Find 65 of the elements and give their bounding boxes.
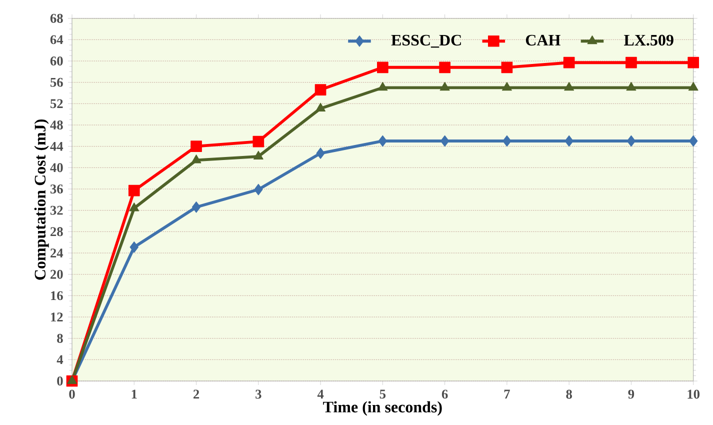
y-axis-title: Computation Cost (mJ)	[34, 120, 49, 280]
y-tick-label: 20	[50, 270, 63, 279]
x-tick-label: 2	[194, 390, 200, 399]
y-tick-label: 12	[51, 312, 63, 322]
point	[440, 135, 450, 147]
point	[316, 148, 325, 159]
point	[316, 102, 326, 112]
y-tick-label: 44	[50, 142, 64, 151]
point	[564, 82, 574, 91]
point	[564, 135, 574, 147]
point	[254, 184, 263, 196]
y-tick-label: 64	[50, 35, 64, 44]
point	[502, 82, 512, 91]
legend-label: ESSC_DC	[391, 34, 461, 48]
x-tick-label: 9	[628, 390, 634, 399]
x-tick-label: 7	[504, 390, 510, 398]
point	[563, 56, 575, 68]
x-tick-label: 6	[442, 390, 448, 399]
y-tick-label: 32	[50, 206, 63, 215]
x-tick-label: 10	[688, 390, 700, 399]
point	[314, 84, 326, 96]
y-tick-label: 60	[50, 56, 63, 66]
y-tick-label: 0	[57, 376, 63, 386]
point	[191, 154, 202, 164]
x-tick-label: 5	[380, 390, 386, 399]
y-tick-label: 52	[50, 99, 63, 108]
point	[688, 56, 700, 68]
legend-label: LX.509	[624, 34, 674, 46]
point	[688, 82, 698, 91]
y-tick-label: 68	[50, 14, 63, 23]
y-tick-label: 56	[50, 78, 63, 87]
x-tick-label: 8	[566, 390, 572, 399]
point	[130, 241, 138, 253]
point	[190, 140, 202, 152]
y-tick-label: 36	[50, 184, 63, 194]
y-tick-label: 4	[56, 355, 64, 364]
y-tick-label: 48	[50, 120, 63, 130]
point	[689, 135, 698, 147]
point	[252, 136, 264, 148]
point	[67, 375, 77, 384]
y-tick-label: 16	[51, 291, 63, 300]
point	[501, 62, 513, 74]
point	[626, 82, 636, 91]
point	[439, 62, 450, 74]
point	[626, 56, 637, 68]
point	[192, 201, 201, 213]
x-tick-label: 1	[132, 390, 137, 399]
point	[128, 184, 140, 196]
x-tick-label: 3	[256, 390, 262, 399]
x-tick-label: 0	[69, 390, 75, 399]
point	[378, 135, 388, 147]
point	[253, 150, 264, 160]
point	[129, 202, 140, 212]
y-tick-label: 8	[57, 334, 63, 343]
legend-label: CAH	[526, 34, 560, 46]
point	[626, 135, 636, 147]
point	[440, 82, 450, 91]
point	[502, 135, 512, 147]
x-tick-label: 4	[317, 390, 324, 398]
y-tick-label: 28	[50, 227, 63, 236]
y-tick-label: 24	[50, 248, 64, 258]
point	[378, 82, 388, 91]
x-axis-title: Time (in seconds)	[323, 401, 442, 416]
y-tick-label: 40	[50, 163, 63, 172]
point	[377, 62, 388, 74]
